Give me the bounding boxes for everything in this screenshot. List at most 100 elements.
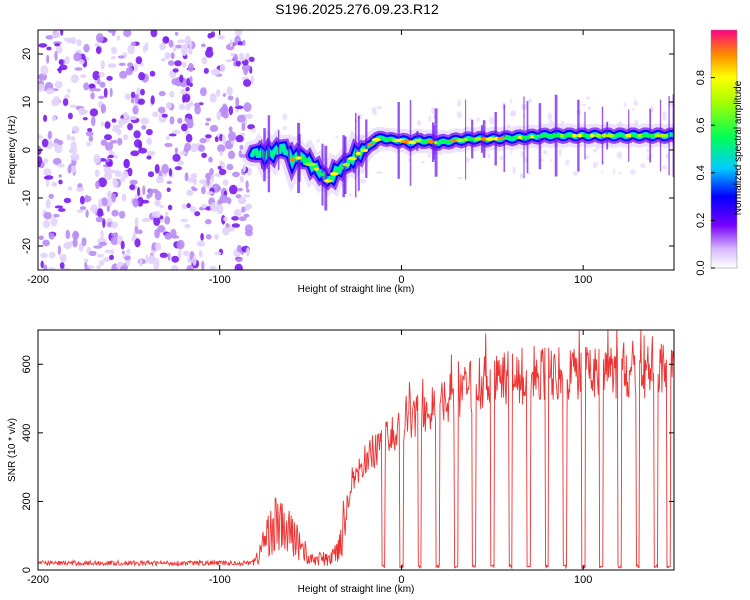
noise-cell <box>76 39 82 47</box>
noise-cell <box>241 122 246 132</box>
haze-cell <box>499 156 504 161</box>
noise-cell <box>192 255 197 266</box>
noise-cell <box>209 265 217 270</box>
ridge-hotspot <box>420 139 428 143</box>
noise-cell <box>126 248 131 254</box>
noise-cell <box>111 209 119 217</box>
noise-cell <box>87 265 95 269</box>
noise-cell <box>112 177 117 188</box>
noise-cell <box>40 252 48 259</box>
noise-cell <box>50 142 59 147</box>
noise-cell <box>120 240 125 250</box>
noise-cell <box>134 238 141 248</box>
noise-cell <box>63 197 72 204</box>
noise-cell <box>164 216 171 225</box>
noise-cell <box>112 139 117 144</box>
noise-cell <box>187 62 194 72</box>
noise-cell <box>238 216 247 222</box>
snr-trace <box>38 330 674 570</box>
noise-cell <box>149 70 156 77</box>
noise-cell <box>78 107 87 116</box>
noise-cell <box>123 112 129 119</box>
noise-cell <box>217 144 226 153</box>
noise-cell <box>48 267 56 270</box>
noise-cell <box>67 186 73 191</box>
noise-cell <box>243 194 251 198</box>
haze-cell <box>251 128 257 133</box>
noise-cell <box>231 223 240 228</box>
noise-cell <box>123 158 130 169</box>
noise-cell <box>205 134 212 139</box>
haze-cell <box>416 120 422 126</box>
spectral-ridge <box>241 94 674 211</box>
noise-cell <box>90 204 99 214</box>
noise-cell <box>129 115 138 121</box>
noise-cell <box>154 190 162 201</box>
noise-cell <box>228 105 234 116</box>
noise-cell <box>64 94 70 100</box>
ridge-hotspot <box>295 156 302 160</box>
noise-cell <box>109 254 114 260</box>
ridge-hotspot <box>367 142 373 147</box>
noise-cell <box>110 249 115 255</box>
spectrogram-x-label: Height of straight line (km) <box>298 284 415 295</box>
haze-cell <box>376 105 382 110</box>
noise-cell <box>209 124 219 132</box>
noise-cell <box>225 59 234 63</box>
noise-cell <box>46 54 50 64</box>
noise-cell <box>186 189 194 196</box>
snr-line <box>38 330 674 570</box>
haze-cell <box>348 193 352 196</box>
noise-cell <box>185 133 193 143</box>
noise-cell <box>67 88 71 93</box>
noise-cell <box>90 92 95 100</box>
noise-cell <box>146 155 152 160</box>
noise-cell <box>201 260 205 270</box>
haze-cell <box>616 151 623 159</box>
noise-cell <box>232 171 240 178</box>
ridge-hotspot <box>637 133 644 138</box>
noise-cell <box>153 261 160 270</box>
noise-cell <box>86 141 92 147</box>
y-tick-label: 200 <box>21 492 33 510</box>
noise-cell <box>137 186 141 197</box>
noise-cell <box>155 175 164 184</box>
noise-cell <box>45 88 55 95</box>
noise-cell <box>104 249 112 254</box>
noise-cell <box>217 186 221 192</box>
noise-cell <box>69 104 79 108</box>
ridge-hotspot <box>426 140 434 144</box>
noise-cell <box>93 154 101 164</box>
noise-cell <box>234 30 243 37</box>
noise-cell <box>134 225 139 235</box>
noise-cell <box>209 168 214 175</box>
noise-cell <box>140 117 150 125</box>
noise-cell <box>172 153 181 162</box>
noise-cell <box>210 174 214 184</box>
noise-cell <box>70 165 76 174</box>
noise-cell <box>164 211 169 216</box>
noise-cell <box>196 240 205 247</box>
noise-cell <box>152 111 159 118</box>
ridge-hotspot <box>521 135 532 139</box>
snr-plot-frame <box>37 329 675 571</box>
colorbar-tick-label: 0.8 <box>695 70 707 85</box>
noise-cell <box>107 197 113 207</box>
noise-cell <box>110 221 119 229</box>
haze-cell <box>519 172 525 179</box>
haze-cell <box>527 172 532 175</box>
noise-cell <box>41 138 49 148</box>
noise-cell <box>190 143 198 153</box>
noise-cell <box>98 198 102 208</box>
noise-cell <box>104 121 111 129</box>
noise-cell <box>141 199 150 204</box>
noise-cell <box>220 105 229 114</box>
snr-y-label: SNR (10 * v/v) <box>7 418 18 482</box>
noise-cell <box>58 66 62 74</box>
ridge-hotspot <box>538 134 551 138</box>
noise-cell <box>218 168 227 176</box>
noise-cell <box>221 134 226 144</box>
noise-cell <box>50 217 58 227</box>
noise-cell <box>73 233 79 237</box>
noise-cell <box>180 218 189 223</box>
